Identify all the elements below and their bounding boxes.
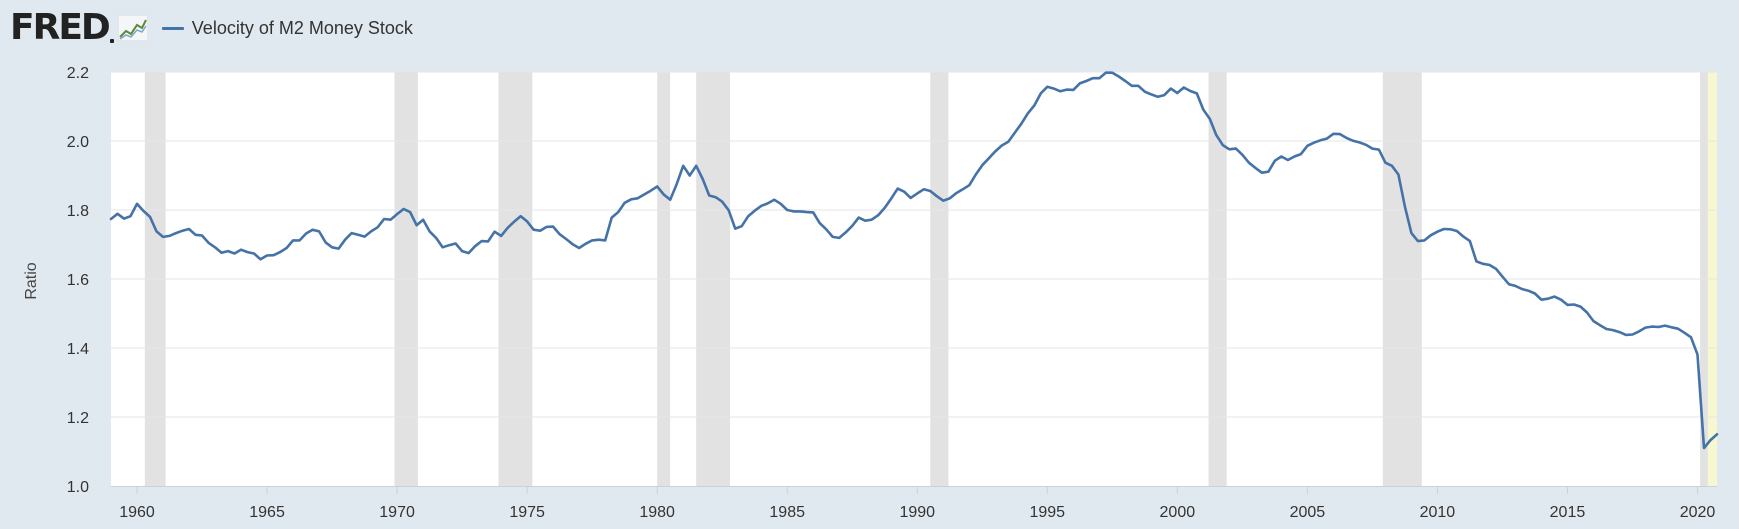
x-tick-label: 1960 [119, 504, 155, 521]
x-tick-label: 1965 [249, 504, 285, 521]
series-line[interactable] [109, 71, 1719, 450]
line-graph-icon [117, 15, 148, 41]
logo-dot [109, 39, 114, 43]
fred-logo[interactable]: FRED [10, 7, 111, 48]
y-tick-label: 1.8 [67, 203, 89, 220]
legend-series-name: Velocity of M2 Money Stock [191, 17, 413, 38]
chart-header: FRED Velocity of M2 Money Stock [10, 8, 413, 48]
x-tick-label: 2005 [1290, 504, 1326, 521]
x-tick-label: 2000 [1160, 504, 1196, 521]
x-tick-label: 1990 [899, 504, 935, 521]
y-tick-label: 2.0 [67, 134, 89, 151]
x-tick-label: 1985 [769, 504, 805, 521]
x-tick-label: 1980 [639, 504, 675, 521]
y-tick-label: 1.6 [67, 272, 89, 289]
y-tick-label: 1.0 [67, 479, 89, 496]
x-tick-label: 1970 [379, 504, 415, 521]
y-tick-label: 1.4 [67, 341, 89, 358]
x-tick-label: 2015 [1550, 504, 1586, 521]
legend[interactable]: Velocity of M2 Money Stock [161, 17, 413, 39]
y-tick-label: 2.2 [67, 65, 89, 82]
x-tick-label: 2020 [1680, 504, 1716, 521]
legend-swatch [161, 26, 184, 30]
y-axis-label: Ratio [23, 262, 40, 299]
x-tick-label: 1975 [509, 504, 545, 521]
x-tick-label: 2010 [1420, 504, 1456, 521]
y-tick-label: 1.2 [67, 410, 89, 427]
x-tick-label: 1995 [1029, 504, 1065, 521]
